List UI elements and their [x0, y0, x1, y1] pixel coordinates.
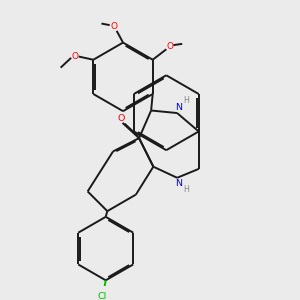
Text: O: O — [71, 52, 78, 61]
Text: N: N — [175, 179, 182, 188]
Text: O: O — [110, 22, 117, 31]
Text: H: H — [183, 185, 189, 194]
Text: O: O — [118, 114, 125, 123]
Text: N: N — [175, 103, 182, 112]
Text: Cl: Cl — [97, 292, 106, 300]
Text: O: O — [167, 42, 174, 51]
Text: H: H — [183, 97, 189, 106]
